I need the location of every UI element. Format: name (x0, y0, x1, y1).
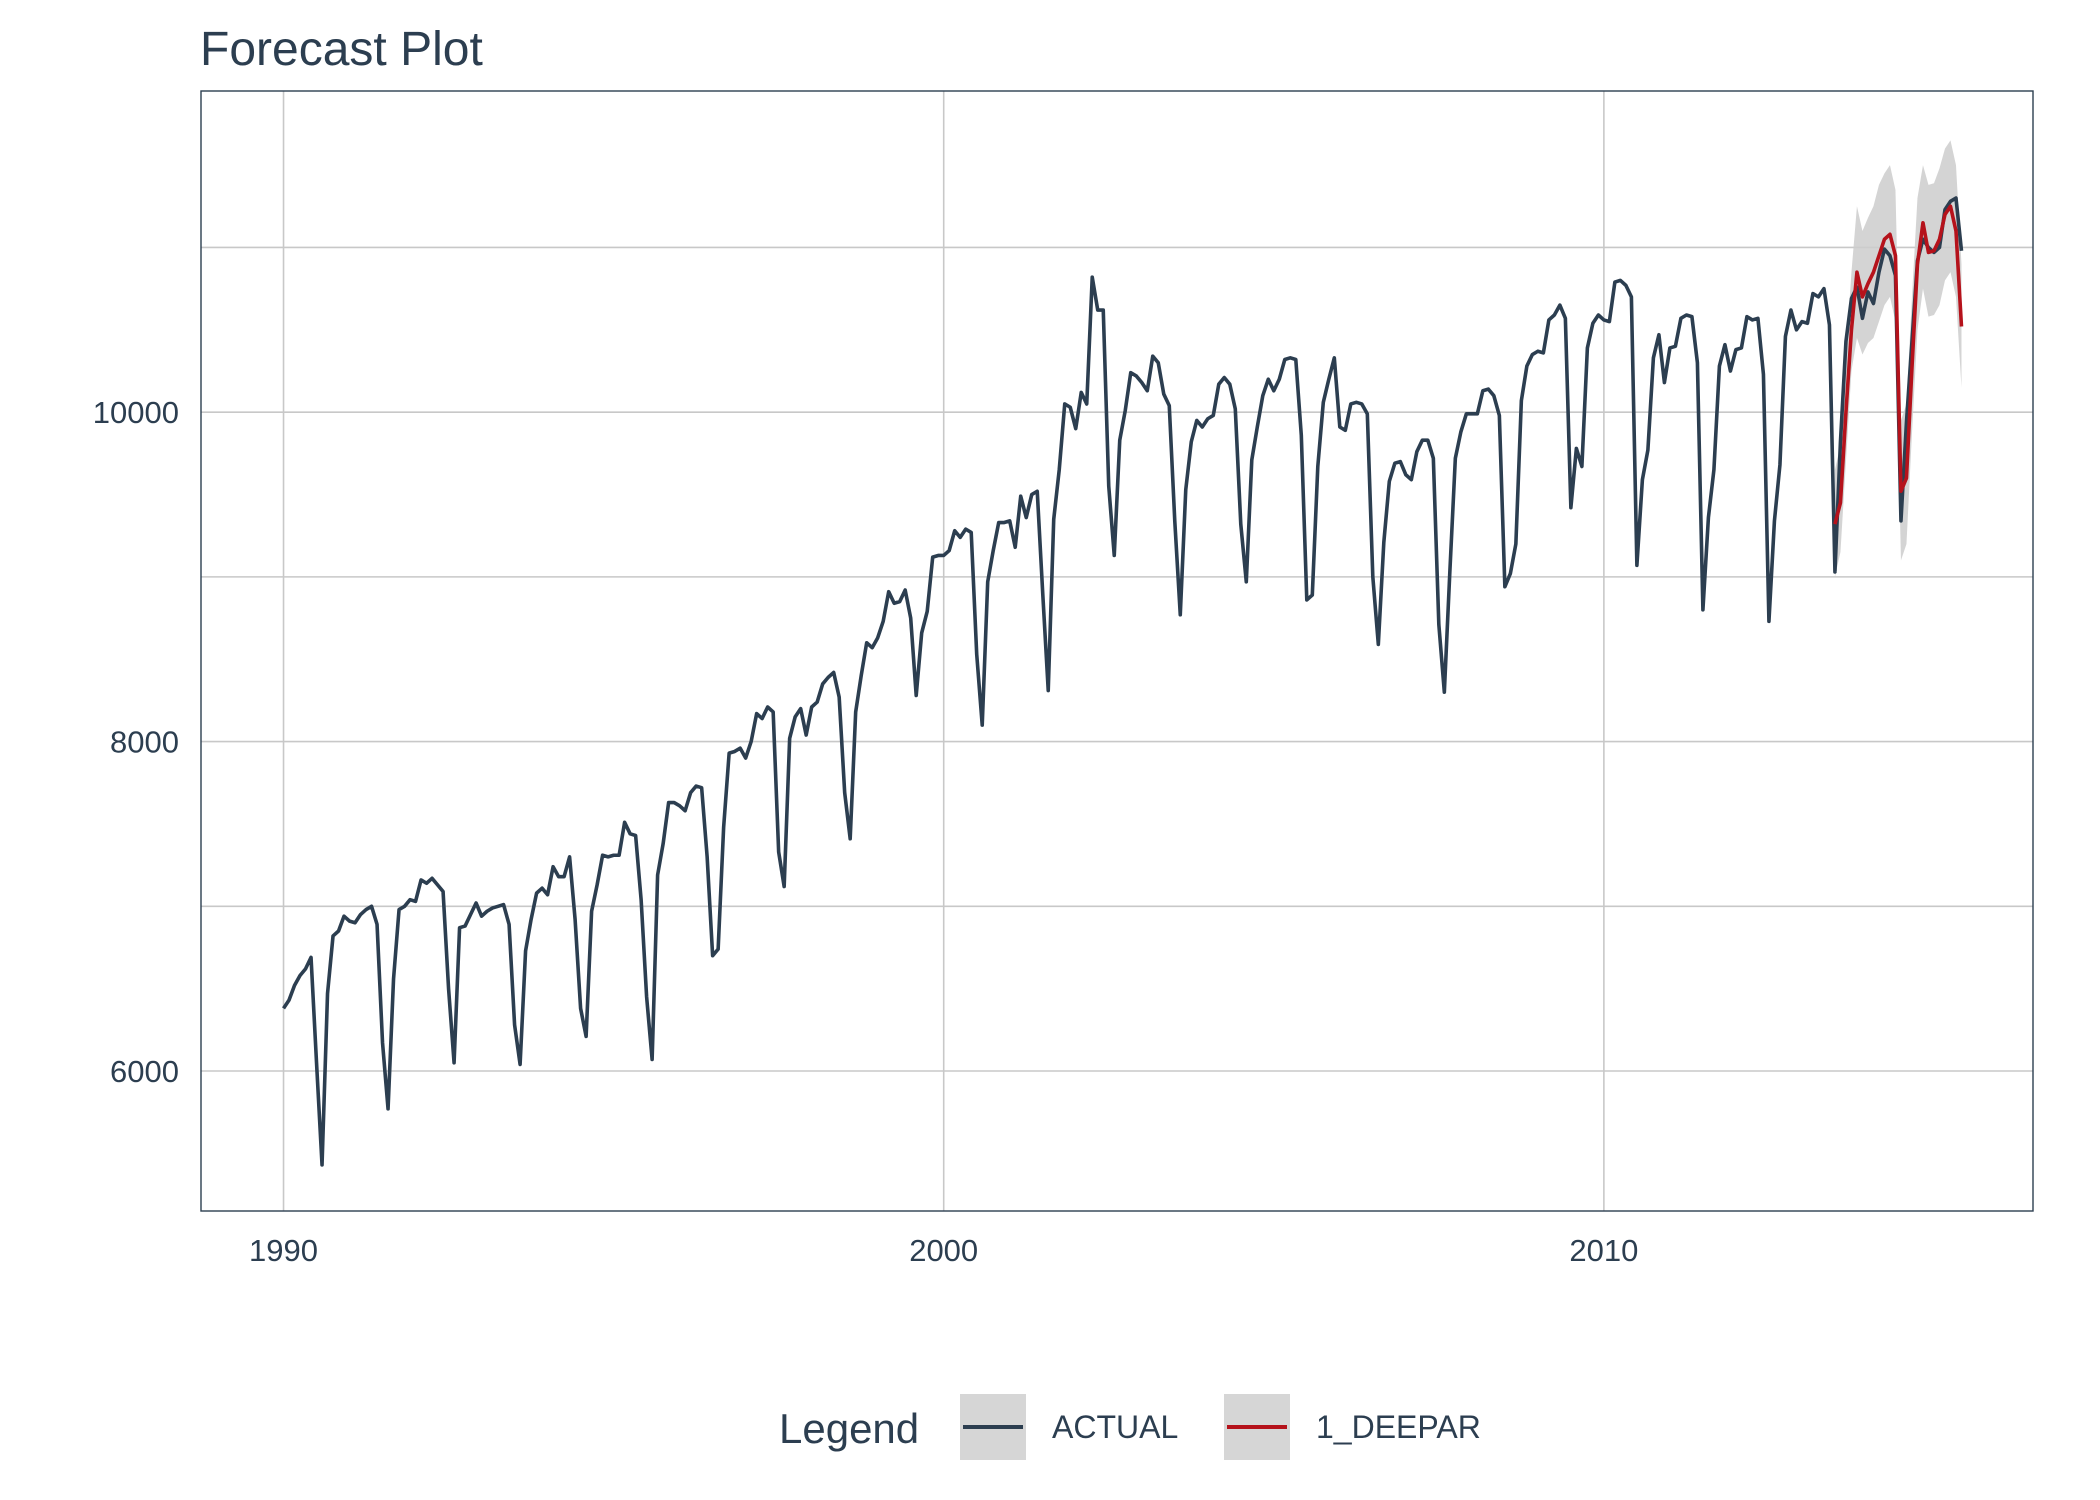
legend-label-deepar: 1_DEEPAR (1316, 1409, 1481, 1445)
gridlines (201, 91, 2033, 1211)
series-line-1-deepar (1833, 204, 1964, 525)
y-axis-tick-labels: 6000 8000 10000 (93, 395, 179, 1089)
legend-title: Legend (779, 1405, 919, 1452)
legend-label-actual: ACTUAL (1052, 1409, 1178, 1445)
legend: Legend ACTUAL 1_DEEPAR (779, 1394, 1481, 1460)
series-line-actual (282, 196, 1964, 1167)
y-tick-label: 10000 (93, 395, 179, 430)
x-axis-tick-labels: 1990 2000 2010 (249, 1233, 1638, 1268)
y-tick-label: 6000 (110, 1054, 179, 1089)
x-tick-label: 2000 (909, 1233, 978, 1268)
x-tick-label: 2010 (1569, 1233, 1638, 1268)
y-tick-label: 8000 (110, 725, 179, 760)
plot-panel-border (200, 90, 2034, 1212)
chart-title: Forecast Plot (200, 23, 483, 76)
x-tick-label: 1990 (249, 1233, 318, 1268)
series-lines (282, 196, 1964, 1167)
